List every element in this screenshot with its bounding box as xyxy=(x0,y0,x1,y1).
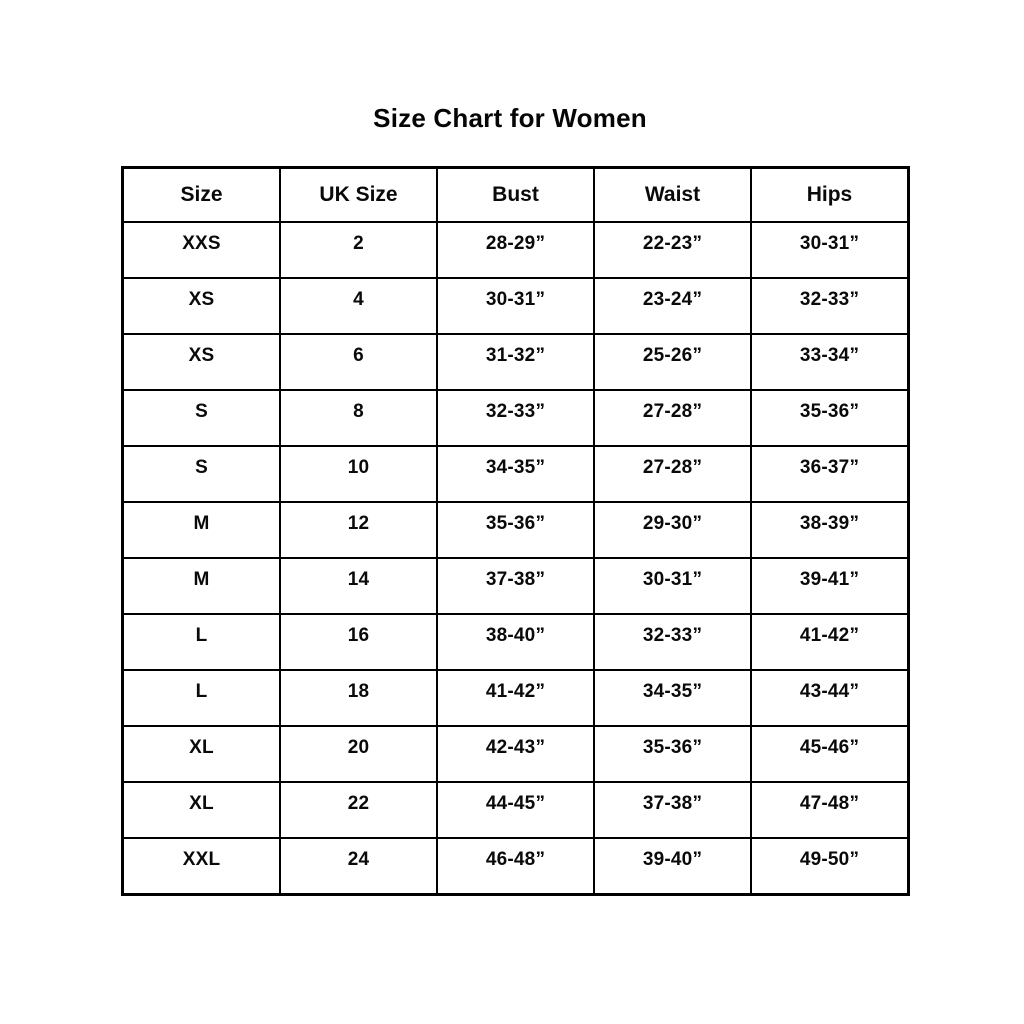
table-cell: 37-38” xyxy=(593,781,752,839)
table-cell: 41-42” xyxy=(750,613,910,671)
table-cell: M xyxy=(121,501,281,559)
table-cell: 22 xyxy=(279,781,438,839)
page-title: Size Chart for Women xyxy=(373,103,647,133)
table-cell: 4 xyxy=(279,277,438,335)
table-cell: 38-39” xyxy=(750,501,910,559)
table-cell: 39-41” xyxy=(750,557,910,615)
table-cell: M xyxy=(121,557,281,615)
table-cell: 2 xyxy=(279,221,438,279)
table-row: M 14 37-38” 30-31” 39-41” xyxy=(121,557,910,615)
table-row: XS 6 31-32” 25-26” 33-34” xyxy=(121,333,910,391)
table-cell: L xyxy=(121,669,281,727)
column-header-bust: Bust xyxy=(436,166,595,223)
table-cell: 12 xyxy=(279,501,438,559)
table-cell: 24 xyxy=(279,837,438,896)
table-cell: 44-45” xyxy=(436,781,595,839)
table-row: XXL 24 46-48” 39-40” 49-50” xyxy=(121,837,910,896)
column-header-size: Size xyxy=(121,166,281,223)
table-cell: 37-38” xyxy=(436,557,595,615)
table-cell: 31-32” xyxy=(436,333,595,391)
table-row: S 10 34-35” 27-28” 36-37” xyxy=(121,445,910,503)
table-row: XL 22 44-45” 37-38” 47-48” xyxy=(121,781,910,839)
table-cell: 35-36” xyxy=(593,725,752,783)
table-cell: XXL xyxy=(121,837,281,896)
table-cell: 35-36” xyxy=(436,501,595,559)
table-cell: XS xyxy=(121,277,281,335)
table-cell: XL xyxy=(121,725,281,783)
table-cell: 35-36” xyxy=(750,389,910,447)
table-cell: 20 xyxy=(279,725,438,783)
table-cell: 34-35” xyxy=(436,445,595,503)
table-cell: 30-31” xyxy=(593,557,752,615)
table-cell: L xyxy=(121,613,281,671)
table-cell: 8 xyxy=(279,389,438,447)
column-header-waist: Waist xyxy=(593,166,752,223)
table-cell: XL xyxy=(121,781,281,839)
table-cell: 38-40” xyxy=(436,613,595,671)
table-cell: 30-31” xyxy=(750,221,910,279)
table-cell: 29-30” xyxy=(593,501,752,559)
table-cell: 18 xyxy=(279,669,438,727)
table-cell: 47-48” xyxy=(750,781,910,839)
table-cell: 10 xyxy=(279,445,438,503)
table-cell: 32-33” xyxy=(593,613,752,671)
size-table-header-row: Size UK Size Bust Waist Hips xyxy=(121,166,910,223)
table-cell: 28-29” xyxy=(436,221,595,279)
size-table-head: Size UK Size Bust Waist Hips xyxy=(121,166,910,223)
table-cell: 27-28” xyxy=(593,445,752,503)
table-cell: 49-50” xyxy=(750,837,910,896)
table-cell: 32-33” xyxy=(436,389,595,447)
table-cell: XS xyxy=(121,333,281,391)
size-table: Size UK Size Bust Waist Hips XXS 2 28-29” 22-23… xyxy=(121,166,910,896)
column-header-hips: Hips xyxy=(750,166,910,223)
table-row: L 18 41-42” 34-35” 43-44” xyxy=(121,669,910,727)
table-cell: 36-37” xyxy=(750,445,910,503)
size-table-container: Size UK Size Bust Waist Hips XXS 2 28-29” 22-23… xyxy=(121,166,910,896)
table-cell: 25-26” xyxy=(593,333,752,391)
table-cell: 33-34” xyxy=(750,333,910,391)
table-cell: 14 xyxy=(279,557,438,615)
table-cell: S xyxy=(121,389,281,447)
table-row: M 12 35-36” 29-30” 38-39” xyxy=(121,501,910,559)
table-cell: 16 xyxy=(279,613,438,671)
column-header-uk-size: UK Size xyxy=(279,166,438,223)
table-cell: 41-42” xyxy=(436,669,595,727)
table-cell: 42-43” xyxy=(436,725,595,783)
table-cell: 45-46” xyxy=(750,725,910,783)
table-cell: 27-28” xyxy=(593,389,752,447)
table-cell: 22-23” xyxy=(593,221,752,279)
table-cell: S xyxy=(121,445,281,503)
table-cell: 6 xyxy=(279,333,438,391)
table-row: L 16 38-40” 32-33” 41-42” xyxy=(121,613,910,671)
table-cell: 32-33” xyxy=(750,277,910,335)
table-row: XS 4 30-31” 23-24” 32-33” xyxy=(121,277,910,335)
table-cell: XXS xyxy=(121,221,281,279)
table-row: XXS 2 28-29” 22-23” 30-31” xyxy=(121,221,910,279)
table-row: S 8 32-33” 27-28” 35-36” xyxy=(121,389,910,447)
table-cell: 30-31” xyxy=(436,277,595,335)
table-cell: 23-24” xyxy=(593,277,752,335)
size-table-body: XXS 2 28-29” 22-23” 30-31” XS 4 30-31” 23-24” 32-… xyxy=(121,221,910,896)
table-cell: 34-35” xyxy=(593,669,752,727)
table-cell: 46-48” xyxy=(436,837,595,896)
table-cell: 43-44” xyxy=(750,669,910,727)
table-cell: 39-40” xyxy=(593,837,752,896)
table-row: XL 20 42-43” 35-36” 45-46” xyxy=(121,725,910,783)
